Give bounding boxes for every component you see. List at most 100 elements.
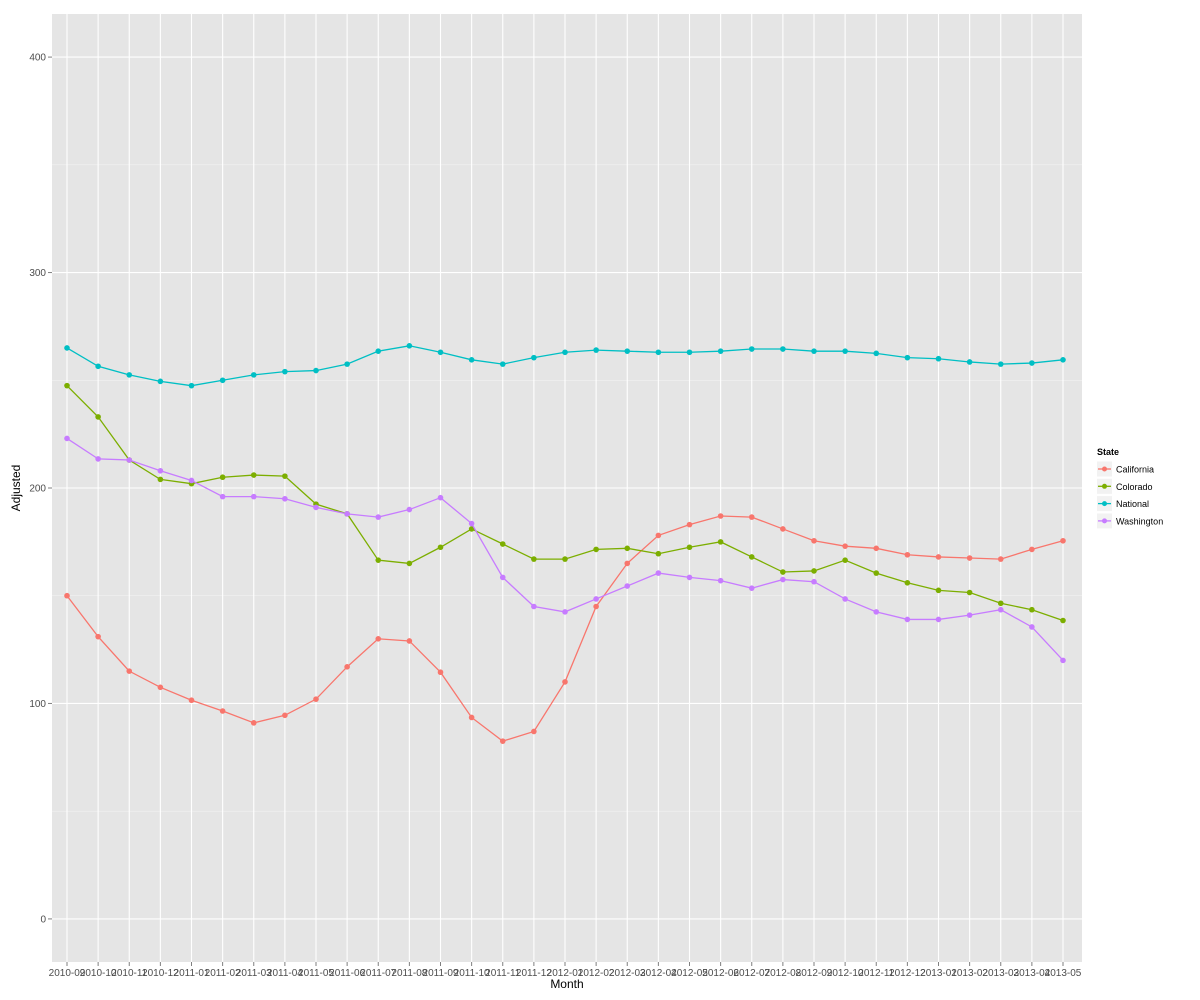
data-point-national bbox=[593, 347, 599, 353]
data-point-national bbox=[344, 361, 350, 367]
data-point-california bbox=[997, 556, 1004, 562]
data-point-washington bbox=[842, 596, 848, 602]
x-tick-label: 2011-11 bbox=[485, 968, 521, 979]
data-point-california bbox=[406, 638, 413, 644]
data-point-washington bbox=[126, 457, 133, 463]
x-tick-label: 2012-07 bbox=[733, 968, 770, 979]
x-tick-label: 2011-01 bbox=[174, 968, 210, 979]
data-point-colorado bbox=[624, 545, 631, 552]
data-point-colorado bbox=[780, 569, 786, 575]
data-point-california bbox=[1060, 537, 1066, 544]
data-point-colorado bbox=[250, 472, 257, 478]
data-point-colorado bbox=[935, 587, 942, 594]
data-point-california bbox=[904, 551, 911, 558]
data-point-washington bbox=[1029, 624, 1035, 630]
data-point-colorado bbox=[406, 560, 413, 567]
data-point-washington bbox=[313, 504, 319, 511]
major-gridlines bbox=[52, 14, 1082, 962]
legend-label-california: California bbox=[1116, 465, 1154, 475]
data-point-national bbox=[904, 354, 911, 361]
data-point-california bbox=[282, 712, 288, 719]
data-point-washington bbox=[499, 574, 506, 581]
data-point-washington bbox=[624, 583, 631, 589]
data-point-national bbox=[64, 345, 70, 351]
data-point-california bbox=[686, 521, 693, 528]
data-point-national bbox=[717, 348, 724, 354]
data-point-national bbox=[499, 361, 506, 367]
x-tick-label: 2013-01 bbox=[920, 968, 957, 979]
data-point-washington bbox=[873, 609, 880, 615]
data-point-colorado bbox=[499, 541, 506, 547]
data-point-washington bbox=[966, 612, 973, 618]
data-point-california bbox=[375, 636, 382, 642]
legend-key-point bbox=[1102, 483, 1107, 489]
data-point-california bbox=[64, 592, 70, 599]
x-tick-label: 2011-02 bbox=[205, 968, 241, 979]
data-point-colorado bbox=[655, 550, 662, 557]
data-point-california bbox=[593, 603, 599, 610]
x-tick-label: 2012-02 bbox=[578, 968, 615, 979]
data-point-washington bbox=[375, 514, 382, 520]
data-point-national bbox=[157, 378, 164, 385]
data-point-california bbox=[344, 664, 350, 670]
x-tick-label: 2012-12 bbox=[889, 968, 926, 979]
data-point-national bbox=[1060, 357, 1066, 363]
data-point-national bbox=[811, 348, 817, 354]
data-point-colorado bbox=[904, 580, 911, 586]
data-point-national bbox=[468, 357, 475, 363]
legend-key-point bbox=[1102, 518, 1107, 524]
data-point-national bbox=[966, 359, 973, 365]
data-point-colorado bbox=[686, 544, 693, 551]
x-tick-label: 2011-07 bbox=[360, 968, 396, 979]
data-point-washington bbox=[717, 577, 724, 584]
legend-label-colorado: Colorado bbox=[1116, 482, 1153, 492]
data-point-national bbox=[313, 367, 319, 374]
data-point-national bbox=[95, 363, 101, 370]
data-point-washington bbox=[406, 506, 413, 513]
data-point-california bbox=[966, 555, 973, 561]
data-point-colorado bbox=[219, 474, 226, 481]
x-tick-label: 2012-11 bbox=[858, 968, 894, 979]
data-point-national bbox=[686, 349, 693, 356]
data-point-california bbox=[157, 684, 164, 691]
data-point-colorado bbox=[437, 544, 444, 551]
legend-title: State bbox=[1097, 447, 1119, 457]
x-tick-label: 2010-10 bbox=[80, 968, 117, 979]
data-point-national bbox=[126, 372, 133, 378]
data-point-national bbox=[437, 349, 444, 356]
legend: State California Colorado National Washingt… bbox=[1097, 447, 1163, 529]
data-point-washington bbox=[997, 606, 1004, 613]
data-point-california bbox=[935, 554, 942, 560]
x-tick-label: 2010-12 bbox=[142, 968, 179, 979]
x-tick-label: 2012-01 bbox=[547, 968, 584, 979]
data-point-national bbox=[1029, 360, 1035, 366]
data-point-washington bbox=[468, 520, 475, 527]
data-point-california bbox=[468, 714, 475, 721]
data-point-national bbox=[562, 349, 568, 356]
data-point-washington bbox=[188, 477, 195, 484]
data-point-colorado bbox=[1060, 617, 1066, 624]
data-point-national bbox=[250, 372, 257, 378]
x-tick-label: 2013-04 bbox=[1014, 968, 1051, 979]
data-point-california bbox=[188, 697, 195, 704]
data-point-colorado bbox=[1029, 606, 1035, 613]
x-tick-label: 2011-04 bbox=[267, 968, 303, 979]
data-point-colorado bbox=[717, 539, 724, 545]
data-point-washington bbox=[904, 616, 911, 623]
legend-label-washington: Washington bbox=[1116, 516, 1163, 526]
data-point-washington bbox=[437, 494, 444, 501]
data-point-california bbox=[126, 668, 133, 674]
data-point-washington bbox=[250, 493, 257, 500]
data-point-colorado bbox=[748, 554, 755, 560]
data-point-washington bbox=[64, 435, 70, 442]
data-point-colorado bbox=[375, 557, 382, 563]
data-point-california bbox=[219, 708, 226, 714]
data-point-california bbox=[250, 720, 257, 726]
x-tick-label: 2013-02 bbox=[951, 968, 988, 979]
data-point-washington bbox=[748, 585, 755, 591]
data-point-washington bbox=[655, 570, 662, 576]
data-point-colorado bbox=[64, 382, 70, 389]
data-point-national bbox=[748, 346, 755, 352]
data-point-national bbox=[655, 349, 662, 356]
